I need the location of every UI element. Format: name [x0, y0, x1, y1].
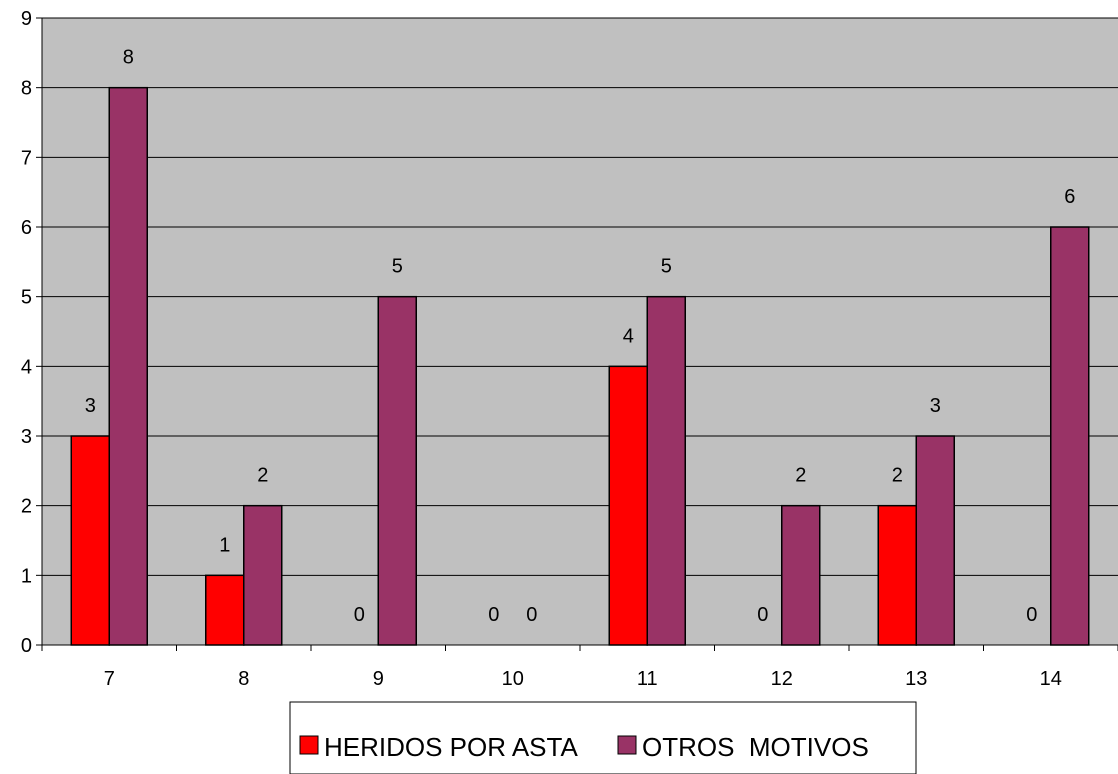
- data-label-otros: 8: [123, 47, 134, 69]
- plot-area: [42, 18, 1118, 645]
- data-label-otros: 5: [392, 256, 403, 278]
- data-labels: 3 8 1 2 0 5 0 0 4 5 0 2 2 3 0 6: [85, 47, 1076, 626]
- data-label-heridos: 0: [757, 604, 768, 626]
- x-tick-label: 14: [1040, 668, 1062, 690]
- x-tick-label: 9: [373, 668, 384, 690]
- x-tick-label: 10: [502, 668, 524, 690]
- y-tick-label: 3: [21, 426, 32, 448]
- bar-heridos: [877, 504, 917, 646]
- y-tick-label: 0: [21, 635, 32, 657]
- x-tick-label: 7: [104, 668, 115, 690]
- data-label-heridos: 0: [1026, 604, 1037, 626]
- data-label-otros: 0: [526, 604, 537, 626]
- data-label-otros: 2: [257, 465, 268, 487]
- bar-otros: [108, 86, 148, 646]
- bar-heridos: [70, 435, 110, 646]
- bar-otros: [243, 504, 283, 646]
- x-tick-label: 13: [905, 668, 927, 690]
- legend-box: [289, 701, 917, 774]
- x-axis-ticks: 7 8 9 10 11 12 13 14: [41, 645, 1118, 690]
- legend-label-otros: OTROS MOTIVOS: [642, 732, 869, 762]
- data-label-heridos: 0: [354, 604, 365, 626]
- data-label-otros: 3: [930, 395, 941, 417]
- legend-swatch-heridos: [299, 735, 319, 755]
- data-label-heridos: 2: [892, 465, 903, 487]
- y-tick-label: 6: [21, 217, 32, 239]
- bar-otros: [1050, 226, 1090, 646]
- legend-swatch-otros: [617, 735, 637, 755]
- y-tick-label: 9: [21, 8, 32, 30]
- data-label-heridos: 0: [488, 604, 499, 626]
- data-label-otros: 2: [795, 465, 806, 487]
- x-tick-label: 11: [637, 668, 658, 690]
- legend-label-heridos: HERIDOS POR ASTA: [324, 732, 578, 762]
- data-label-heridos: 3: [85, 395, 96, 417]
- x-tick-label: 12: [771, 668, 793, 690]
- data-label-otros: 6: [1064, 186, 1075, 208]
- bar-otros: [646, 295, 686, 646]
- bars: [70, 86, 1090, 646]
- bar-heridos: [205, 574, 245, 646]
- y-tick-label: 5: [21, 287, 32, 309]
- data-label-otros: 5: [661, 256, 672, 278]
- bar-otros: [781, 504, 821, 646]
- y-tick-label: 4: [21, 356, 32, 378]
- gridlines: [42, 17, 1118, 576]
- y-tick-label: 2: [21, 496, 32, 518]
- bar-otros: [915, 435, 955, 646]
- data-label-heridos: 4: [623, 325, 634, 347]
- x-tick-label: 8: [238, 668, 249, 690]
- y-axis-ticks: 0 1 2 3 4 5 6 7 8 9: [21, 8, 42, 657]
- y-tick-label: 1: [21, 565, 32, 587]
- data-label-heridos: 1: [219, 534, 230, 556]
- y-tick-label: 7: [21, 147, 32, 169]
- bar-otros: [377, 295, 417, 646]
- legend: HERIDOS POR ASTA OTROS MOTIVOS: [289, 701, 917, 774]
- bar-heridos: [608, 365, 648, 646]
- y-tick-label: 8: [21, 78, 32, 100]
